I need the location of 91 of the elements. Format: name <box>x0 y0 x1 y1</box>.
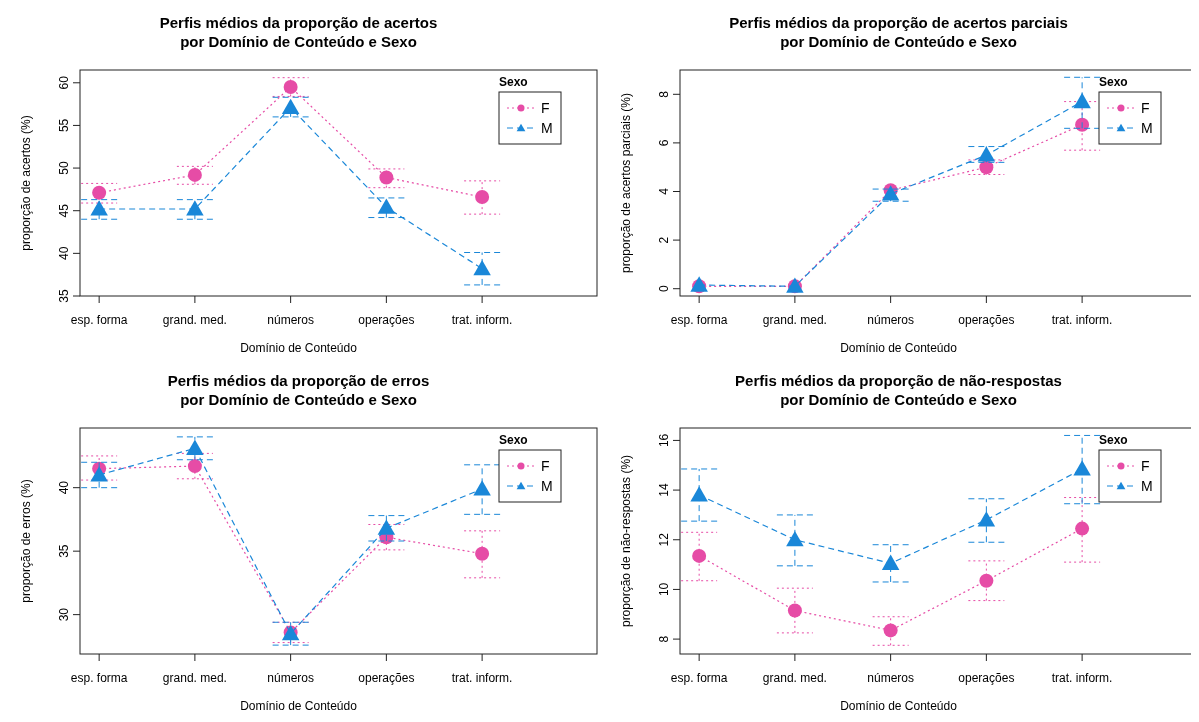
chart-title: Perfis médios da proporção de acertos por Domínio de Conteúdo e Sexo <box>159 14 438 50</box>
y-tick-label: 8 <box>657 90 671 98</box>
point <box>787 603 802 618</box>
y-tick-label: 40 <box>57 480 71 495</box>
y-tick-label: 4 <box>657 187 671 195</box>
x-tick-label: esp. forma <box>70 313 128 327</box>
y-tick-label: 10 <box>657 582 671 597</box>
point <box>786 531 804 547</box>
y-tick-label: 8 <box>657 635 671 643</box>
y-axis-title: proporção de erros (%) <box>19 479 33 603</box>
point <box>281 98 300 115</box>
y-tick-label: 55 <box>57 118 71 133</box>
y-tick-label: 6 <box>657 139 671 147</box>
point <box>977 511 996 527</box>
point <box>1075 521 1090 536</box>
x-tick-label: operações <box>358 313 415 327</box>
point <box>186 200 204 216</box>
point <box>1073 460 1091 476</box>
x-tick-label: trat. inform. <box>451 313 513 327</box>
x-tick-label: grand. med. <box>762 313 827 327</box>
point <box>690 486 708 502</box>
x-tick-label: trat. inform. <box>1051 313 1113 327</box>
y-tick-label: 35 <box>57 289 71 303</box>
x-tick-label: números <box>267 671 314 685</box>
x-tick-label: números <box>867 313 914 327</box>
x-tick-label: esp. forma <box>670 671 728 685</box>
x-tick-label: grand. med. <box>162 671 227 685</box>
legend-title: Sexo <box>1099 433 1128 447</box>
x-tick-label: grand. med. <box>162 313 227 327</box>
point <box>92 185 107 200</box>
legend-label: F <box>541 100 550 116</box>
y-tick-label: 16 <box>657 433 671 448</box>
legend-title: Sexo <box>499 433 528 447</box>
legend-label: F <box>541 458 550 474</box>
y-tick-label: 40 <box>57 246 71 261</box>
legend-title: Sexo <box>499 75 528 89</box>
point <box>187 459 202 474</box>
legend-label: M <box>541 478 553 494</box>
x-tick-label: esp. forma <box>70 671 128 685</box>
legend-label: M <box>1141 478 1153 494</box>
y-axis-title: proporção de acertos (%) <box>19 115 33 251</box>
point <box>475 546 490 561</box>
chart-title: Perfis médios da proporção de acertos parciais por Domínio de Conteúdo e Sexo <box>729 14 1068 50</box>
x-tick-label: trat. inform. <box>451 671 513 685</box>
point <box>979 573 994 588</box>
legend-title: Sexo <box>1099 75 1128 89</box>
chart-title: Perfis médios da proporção de não-respostas por Domínio de Conteúdo e Sexo <box>735 372 1062 408</box>
point <box>283 80 298 95</box>
y-tick-label: 50 <box>57 161 71 175</box>
x-tick-label: operações <box>358 671 415 685</box>
point <box>475 190 490 205</box>
point <box>90 466 108 482</box>
legend-label: M <box>1141 120 1153 136</box>
x-axis-title: Domínio de Conteúdo <box>240 699 358 713</box>
x-axis-title: Domínio de Conteúdo <box>240 341 358 355</box>
point <box>379 170 394 185</box>
chart-title: Perfis médios da proporção de erros por Domínio de Conteúdo e Sexo <box>167 372 430 408</box>
y-tick-label: 45 <box>57 203 71 218</box>
point <box>377 198 396 214</box>
point <box>473 259 491 276</box>
y-tick-label: 14 <box>657 483 671 497</box>
legend-label: F <box>1141 100 1150 116</box>
point <box>692 548 707 563</box>
point <box>881 554 900 570</box>
x-tick-label: grand. med. <box>762 671 827 685</box>
point <box>187 167 202 182</box>
x-tick-label: números <box>867 671 914 685</box>
x-tick-label: operações <box>958 671 1015 685</box>
y-axis-title: proporção de não-respostas (%) <box>619 454 633 628</box>
point <box>186 439 204 455</box>
x-tick-label: números <box>267 313 314 327</box>
point <box>1073 92 1091 109</box>
legend-label: M <box>541 120 553 136</box>
y-axis-title: proporção de acertos parciais (%) <box>619 92 633 274</box>
y-tick-label: 2 <box>657 236 671 244</box>
point <box>377 519 396 535</box>
point <box>473 480 491 496</box>
y-tick-label: 30 <box>57 607 71 622</box>
point <box>883 623 898 638</box>
x-tick-label: esp. forma <box>670 313 728 327</box>
y-tick-label: 0 <box>657 285 671 293</box>
x-axis-title: Domínio de Conteúdo <box>840 341 958 355</box>
x-tick-label: trat. inform. <box>1051 671 1113 685</box>
point <box>977 146 996 162</box>
y-tick-label: 60 <box>57 75 71 90</box>
y-tick-label: 35 <box>57 544 71 558</box>
legend-label: F <box>1141 458 1150 474</box>
x-tick-label: operações <box>958 313 1015 327</box>
x-axis-title: Domínio de Conteúdo <box>840 699 958 713</box>
point <box>90 200 108 216</box>
y-tick-label: 12 <box>657 532 671 547</box>
